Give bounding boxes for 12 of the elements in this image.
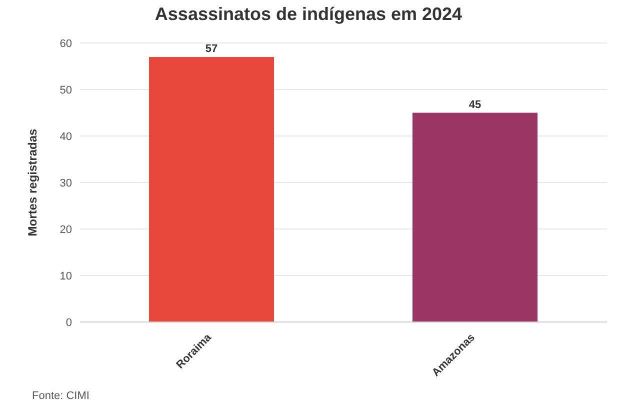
y-tick-label: 10 — [60, 270, 72, 282]
y-tick-label: 50 — [60, 84, 72, 96]
y-tick-label: 0 — [66, 316, 72, 329]
y-tick-label: 60 — [60, 38, 72, 50]
y-tick-label: 30 — [60, 177, 72, 190]
y-tick-label: 20 — [60, 224, 72, 236]
source-note: Fonte: CIMI — [32, 390, 90, 402]
chart-title: Assassinatos de indígenas em 2024 — [154, 4, 464, 25]
data-label: 45 — [468, 98, 482, 111]
y-tick-label: 40 — [60, 130, 72, 143]
data-label: 57 — [205, 42, 218, 55]
y-axis-title: Mortes registradas — [25, 128, 40, 236]
